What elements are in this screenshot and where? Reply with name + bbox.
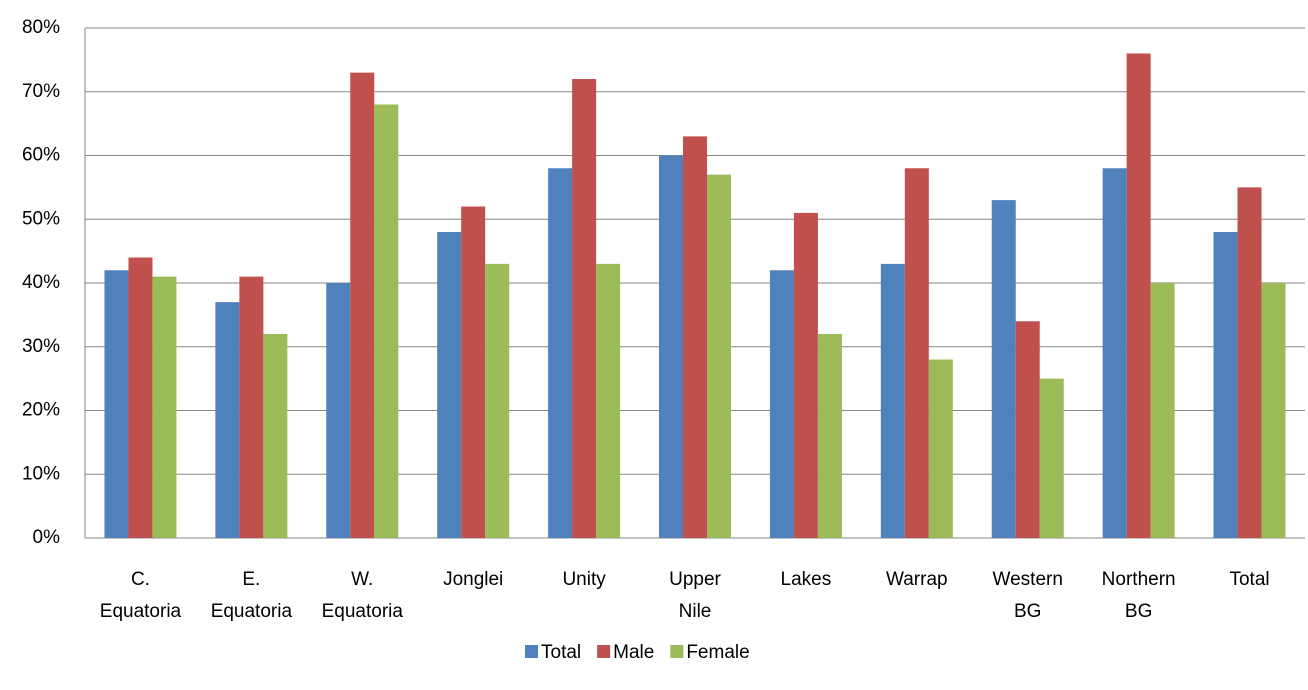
y-tick-label: 10% [22,463,60,484]
bar [1150,283,1175,538]
y-tick-label: 30% [22,336,60,357]
bar [1261,283,1286,538]
y-tick-label: 40% [22,272,60,293]
bar [239,276,264,538]
bar [485,263,510,538]
bar [215,302,240,538]
legend-label: Male [613,642,654,663]
legend-swatch [525,645,538,658]
bar [928,359,953,538]
x-tick-label: Total [1229,569,1269,590]
bar [1126,53,1151,538]
bar [659,155,683,538]
bar [1213,232,1238,538]
bar [707,174,731,538]
y-tick-label: 50% [22,208,60,229]
bar [152,276,177,538]
bar [461,206,486,538]
bar [104,270,129,538]
y-tick-label: 0% [33,527,61,548]
bar [1039,378,1064,538]
bar [350,72,375,538]
y-tick-label: 70% [22,81,60,102]
bar [263,334,288,538]
x-tick-label: Western BG [993,569,1063,622]
bar [1237,187,1262,538]
bar [572,79,597,538]
bar [437,232,462,538]
bar [683,136,707,538]
y-tick-label: 60% [22,145,60,166]
bar [769,270,794,538]
x-tick-label: Unity [562,569,606,590]
x-tick-label: Warrap [886,569,948,590]
bar [904,168,929,538]
y-tick-label: 80% [22,17,60,38]
y-tick-label: 20% [22,400,60,421]
bar [548,168,573,538]
x-tick-label: Lakes [781,569,832,590]
bar [326,283,351,538]
x-tick-label: Jonglei [443,569,503,590]
legend-label: Total [541,642,581,663]
bar [128,257,153,538]
bar [1102,168,1127,538]
x-tick-label: C. Equatoria [100,569,182,622]
bar [880,263,905,538]
bar [991,200,1016,538]
bar [374,104,399,538]
bar [817,334,842,538]
bar [1015,321,1040,538]
x-tick-label: Northern BG [1102,569,1176,622]
x-tick-label: Upper Nile [669,569,721,622]
x-tick-label: W. Equatoria [322,569,404,622]
legend-swatch [597,645,611,658]
legend-swatch [670,645,684,658]
x-tick-label: E. Equatoria [211,569,293,622]
bar [793,212,818,538]
bar [596,263,621,538]
legend-label: Female [686,642,749,663]
